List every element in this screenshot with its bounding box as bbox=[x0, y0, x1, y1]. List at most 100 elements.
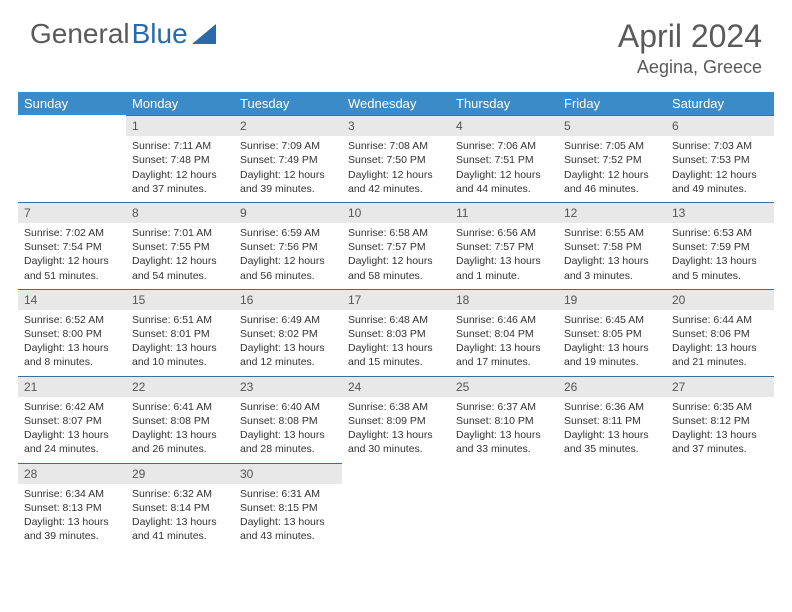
sunset-line: Sunset: 7:55 PM bbox=[132, 240, 228, 254]
day-number: 12 bbox=[558, 202, 666, 223]
day-body: Sunrise: 6:41 AMSunset: 8:08 PMDaylight:… bbox=[126, 397, 234, 463]
sunset-line: Sunset: 8:11 PM bbox=[564, 414, 660, 428]
sunset-line: Sunset: 7:56 PM bbox=[240, 240, 336, 254]
day-body: Sunrise: 6:58 AMSunset: 7:57 PMDaylight:… bbox=[342, 223, 450, 289]
day-cell: 22Sunrise: 6:41 AMSunset: 8:08 PMDayligh… bbox=[126, 376, 234, 463]
daylight-line: Daylight: 12 hours and 54 minutes. bbox=[132, 254, 228, 282]
sunset-line: Sunset: 8:06 PM bbox=[672, 327, 768, 341]
day-number: 11 bbox=[450, 202, 558, 223]
day-cell: 7Sunrise: 7:02 AMSunset: 7:54 PMDaylight… bbox=[18, 202, 126, 289]
sunrise-line: Sunrise: 6:45 AM bbox=[564, 313, 660, 327]
day-number: 4 bbox=[450, 115, 558, 136]
day-number: 5 bbox=[558, 115, 666, 136]
day-cell: 17Sunrise: 6:48 AMSunset: 8:03 PMDayligh… bbox=[342, 289, 450, 376]
day-cell bbox=[18, 115, 126, 202]
sunrise-line: Sunrise: 7:08 AM bbox=[348, 139, 444, 153]
sunset-line: Sunset: 7:49 PM bbox=[240, 153, 336, 167]
day-number: 30 bbox=[234, 463, 342, 484]
day-cell bbox=[558, 463, 666, 550]
day-number: 2 bbox=[234, 115, 342, 136]
sunrise-line: Sunrise: 6:51 AM bbox=[132, 313, 228, 327]
sunrise-line: Sunrise: 6:35 AM bbox=[672, 400, 768, 414]
sunset-line: Sunset: 7:59 PM bbox=[672, 240, 768, 254]
day-number: 9 bbox=[234, 202, 342, 223]
sunrise-line: Sunrise: 7:06 AM bbox=[456, 139, 552, 153]
sunset-line: Sunset: 8:07 PM bbox=[24, 414, 120, 428]
week-row: 21Sunrise: 6:42 AMSunset: 8:07 PMDayligh… bbox=[18, 376, 774, 463]
day-cell: 13Sunrise: 6:53 AMSunset: 7:59 PMDayligh… bbox=[666, 202, 774, 289]
day-cell: 26Sunrise: 6:36 AMSunset: 8:11 PMDayligh… bbox=[558, 376, 666, 463]
day-number: 21 bbox=[18, 376, 126, 397]
sunrise-line: Sunrise: 6:38 AM bbox=[348, 400, 444, 414]
sunset-line: Sunset: 8:08 PM bbox=[132, 414, 228, 428]
day-cell: 20Sunrise: 6:44 AMSunset: 8:06 PMDayligh… bbox=[666, 289, 774, 376]
sunset-line: Sunset: 7:50 PM bbox=[348, 153, 444, 167]
sunset-line: Sunset: 7:48 PM bbox=[132, 153, 228, 167]
sunrise-line: Sunrise: 6:55 AM bbox=[564, 226, 660, 240]
day-number: 24 bbox=[342, 376, 450, 397]
day-cell: 23Sunrise: 6:40 AMSunset: 8:08 PMDayligh… bbox=[234, 376, 342, 463]
day-number: 29 bbox=[126, 463, 234, 484]
day-number: 25 bbox=[450, 376, 558, 397]
daylight-line: Daylight: 13 hours and 33 minutes. bbox=[456, 428, 552, 456]
day-number: 15 bbox=[126, 289, 234, 310]
sunrise-line: Sunrise: 6:37 AM bbox=[456, 400, 552, 414]
day-body: Sunrise: 6:52 AMSunset: 8:00 PMDaylight:… bbox=[18, 310, 126, 376]
sunset-line: Sunset: 8:03 PM bbox=[348, 327, 444, 341]
week-row: 1Sunrise: 7:11 AMSunset: 7:48 PMDaylight… bbox=[18, 115, 774, 202]
week-row: 7Sunrise: 7:02 AMSunset: 7:54 PMDaylight… bbox=[18, 202, 774, 289]
day-body: Sunrise: 6:55 AMSunset: 7:58 PMDaylight:… bbox=[558, 223, 666, 289]
weekday-header: Friday bbox=[558, 92, 666, 115]
day-cell: 12Sunrise: 6:55 AMSunset: 7:58 PMDayligh… bbox=[558, 202, 666, 289]
month-title: April 2024 bbox=[618, 18, 762, 55]
day-body: Sunrise: 6:34 AMSunset: 8:13 PMDaylight:… bbox=[18, 484, 126, 550]
daylight-line: Daylight: 12 hours and 37 minutes. bbox=[132, 168, 228, 196]
day-number: 8 bbox=[126, 202, 234, 223]
daylight-line: Daylight: 13 hours and 41 minutes. bbox=[132, 515, 228, 543]
week-row: 28Sunrise: 6:34 AMSunset: 8:13 PMDayligh… bbox=[18, 463, 774, 550]
header: GeneralBlue April 2024 Aegina, Greece bbox=[0, 0, 792, 86]
sunrise-line: Sunrise: 7:05 AM bbox=[564, 139, 660, 153]
day-body: Sunrise: 6:56 AMSunset: 7:57 PMDaylight:… bbox=[450, 223, 558, 289]
day-cell: 4Sunrise: 7:06 AMSunset: 7:51 PMDaylight… bbox=[450, 115, 558, 202]
location: Aegina, Greece bbox=[618, 57, 762, 78]
title-block: April 2024 Aegina, Greece bbox=[618, 18, 762, 78]
sunset-line: Sunset: 8:04 PM bbox=[456, 327, 552, 341]
daylight-line: Daylight: 13 hours and 24 minutes. bbox=[24, 428, 120, 456]
sunrise-line: Sunrise: 6:41 AM bbox=[132, 400, 228, 414]
sunset-line: Sunset: 8:01 PM bbox=[132, 327, 228, 341]
day-cell: 25Sunrise: 6:37 AMSunset: 8:10 PMDayligh… bbox=[450, 376, 558, 463]
sunrise-line: Sunrise: 7:09 AM bbox=[240, 139, 336, 153]
daylight-line: Daylight: 13 hours and 21 minutes. bbox=[672, 341, 768, 369]
day-body: Sunrise: 7:01 AMSunset: 7:55 PMDaylight:… bbox=[126, 223, 234, 289]
daylight-line: Daylight: 13 hours and 35 minutes. bbox=[564, 428, 660, 456]
sunset-line: Sunset: 7:51 PM bbox=[456, 153, 552, 167]
daylight-line: Daylight: 12 hours and 46 minutes. bbox=[564, 168, 660, 196]
day-body: Sunrise: 6:45 AMSunset: 8:05 PMDaylight:… bbox=[558, 310, 666, 376]
sunset-line: Sunset: 7:52 PM bbox=[564, 153, 660, 167]
sunrise-line: Sunrise: 6:34 AM bbox=[24, 487, 120, 501]
day-cell: 9Sunrise: 6:59 AMSunset: 7:56 PMDaylight… bbox=[234, 202, 342, 289]
day-cell: 18Sunrise: 6:46 AMSunset: 8:04 PMDayligh… bbox=[450, 289, 558, 376]
day-body: Sunrise: 6:36 AMSunset: 8:11 PMDaylight:… bbox=[558, 397, 666, 463]
sunset-line: Sunset: 7:57 PM bbox=[456, 240, 552, 254]
day-body: Sunrise: 6:53 AMSunset: 7:59 PMDaylight:… bbox=[666, 223, 774, 289]
weekday-header: Monday bbox=[126, 92, 234, 115]
sunrise-line: Sunrise: 7:03 AM bbox=[672, 139, 768, 153]
day-number: 16 bbox=[234, 289, 342, 310]
daylight-line: Daylight: 13 hours and 3 minutes. bbox=[564, 254, 660, 282]
day-body: Sunrise: 6:32 AMSunset: 8:14 PMDaylight:… bbox=[126, 484, 234, 550]
daylight-line: Daylight: 13 hours and 17 minutes. bbox=[456, 341, 552, 369]
weekday-header: Wednesday bbox=[342, 92, 450, 115]
day-cell: 1Sunrise: 7:11 AMSunset: 7:48 PMDaylight… bbox=[126, 115, 234, 202]
sunset-line: Sunset: 8:02 PM bbox=[240, 327, 336, 341]
logo-word-2: Blue bbox=[132, 18, 188, 50]
day-number: 18 bbox=[450, 289, 558, 310]
day-cell: 11Sunrise: 6:56 AMSunset: 7:57 PMDayligh… bbox=[450, 202, 558, 289]
sunrise-line: Sunrise: 6:42 AM bbox=[24, 400, 120, 414]
day-body: Sunrise: 7:02 AMSunset: 7:54 PMDaylight:… bbox=[18, 223, 126, 289]
daylight-line: Daylight: 13 hours and 37 minutes. bbox=[672, 428, 768, 456]
day-cell: 10Sunrise: 6:58 AMSunset: 7:57 PMDayligh… bbox=[342, 202, 450, 289]
sunset-line: Sunset: 8:13 PM bbox=[24, 501, 120, 515]
sunrise-line: Sunrise: 6:59 AM bbox=[240, 226, 336, 240]
